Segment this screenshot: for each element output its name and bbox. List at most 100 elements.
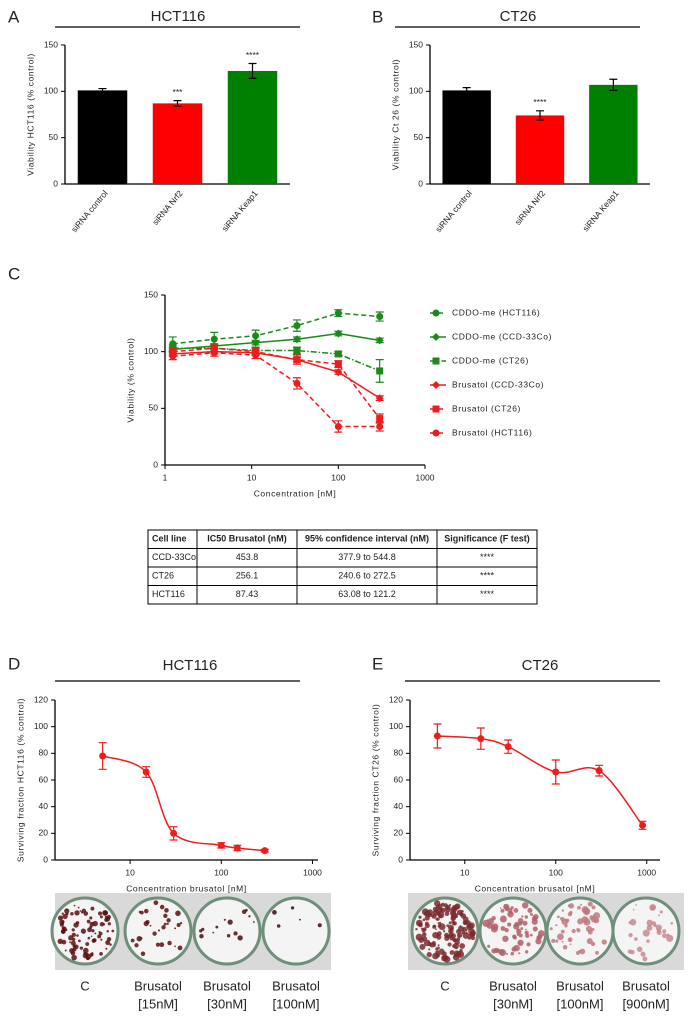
- colony: [628, 932, 633, 938]
- error-bar: [98, 87, 107, 93]
- bar: [227, 70, 278, 184]
- table-cell: ****: [480, 552, 495, 562]
- colony: [517, 928, 520, 931]
- colony: [465, 929, 468, 932]
- colony: [432, 931, 439, 939]
- colony: [561, 940, 564, 943]
- x-tick-label: 10: [247, 472, 257, 482]
- chart-title: CT26: [522, 657, 559, 674]
- colony: [435, 928, 437, 931]
- colony: [90, 935, 93, 938]
- plate: [261, 896, 331, 966]
- legend-marker: [432, 333, 440, 341]
- colony: [580, 903, 583, 906]
- colony: [646, 939, 650, 943]
- colony: [435, 917, 439, 921]
- colony: [73, 922, 79, 928]
- colony: [500, 908, 505, 913]
- colony: [89, 916, 93, 920]
- y-tick-label: 20: [394, 828, 404, 838]
- colony: [164, 908, 169, 913]
- marker: [169, 352, 177, 360]
- colony: [529, 933, 533, 937]
- colony: [487, 944, 491, 948]
- marker: [375, 336, 384, 345]
- colony: [76, 934, 79, 937]
- colony: [642, 929, 650, 937]
- colony: [79, 946, 83, 950]
- colony: [163, 922, 167, 926]
- colony: [593, 914, 596, 917]
- error-bar: [248, 62, 257, 79]
- colony: [424, 923, 430, 929]
- series-line: [172, 347, 381, 419]
- colony: [92, 938, 97, 943]
- series-line: [172, 352, 380, 428]
- bar: [152, 103, 203, 184]
- colony: [670, 921, 674, 925]
- legend-marker: [432, 357, 440, 365]
- plate-label: Brusatol: [489, 978, 537, 993]
- colony: [80, 911, 84, 914]
- panel-letter: D: [8, 654, 20, 673]
- error-bar: [462, 87, 471, 94]
- colony: [661, 933, 667, 939]
- colony: [64, 949, 67, 952]
- colony: [418, 915, 422, 919]
- table-cell: CT26: [152, 571, 174, 581]
- colony: [514, 921, 520, 927]
- colony: [432, 906, 438, 912]
- marker: [210, 349, 218, 357]
- x-axis-label: Concentration brusatol [nM]: [475, 883, 596, 893]
- colony: [578, 950, 581, 953]
- significance: ****: [246, 50, 260, 60]
- colony: [526, 942, 531, 947]
- colony: [591, 928, 595, 932]
- y-axis-label: Surviving fraction HCT116 (% control): [15, 698, 25, 862]
- colony: [106, 929, 110, 933]
- marker: [433, 732, 441, 740]
- colony: [455, 946, 458, 950]
- colony: [448, 928, 454, 934]
- y-tick-label: 150: [44, 39, 58, 49]
- chart-title: HCT116: [151, 8, 206, 25]
- colony: [549, 927, 553, 931]
- colony: [99, 915, 103, 919]
- colony: [166, 918, 171, 923]
- bar: [515, 115, 565, 184]
- y-tick-label: 0: [398, 854, 403, 864]
- colony: [436, 933, 440, 937]
- colony: [653, 923, 657, 928]
- colony: [561, 918, 569, 926]
- significance: ****: [533, 97, 547, 107]
- colony: [98, 931, 103, 936]
- colony: [97, 911, 103, 916]
- colony: [445, 934, 448, 938]
- colony: [535, 938, 542, 945]
- colony: [521, 902, 529, 909]
- colony: [420, 927, 424, 930]
- x-tick-label: siRNA control: [433, 188, 474, 234]
- colony: [437, 944, 440, 947]
- colony: [577, 905, 581, 910]
- colony: [252, 921, 255, 923]
- legend-marker: [432, 405, 440, 413]
- colony: [437, 924, 442, 928]
- marker: [210, 335, 218, 343]
- plate-label: C: [440, 978, 449, 993]
- legend-label: Brusatol (HCT116): [452, 427, 532, 437]
- marker: [334, 360, 342, 368]
- marker: [293, 356, 301, 364]
- colony: [105, 947, 108, 950]
- colony: [155, 942, 160, 947]
- colony: [70, 940, 76, 946]
- table-cell: 63.08 to 121.2: [338, 589, 396, 599]
- colony: [569, 943, 572, 946]
- colony: [437, 946, 440, 950]
- colony: [83, 931, 86, 934]
- fit-curve: [437, 735, 644, 826]
- colony: [107, 922, 111, 926]
- y-axis-label: Viability HCT116 (% control): [25, 53, 35, 176]
- colony: [74, 910, 80, 916]
